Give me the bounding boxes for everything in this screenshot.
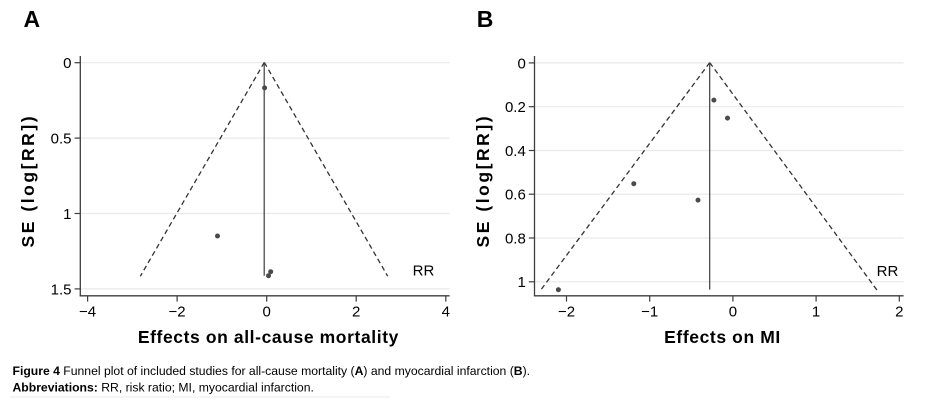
svg-text:A: A (24, 6, 41, 32)
svg-text:2: 2 (352, 304, 360, 321)
svg-text:RR: RR (877, 263, 899, 280)
svg-text:1: 1 (63, 206, 71, 223)
svg-text:−2: −2 (169, 304, 186, 321)
svg-text:−1: −1 (641, 304, 658, 321)
svg-text:0.2: 0.2 (505, 99, 526, 116)
svg-text:−2: −2 (558, 304, 575, 321)
svg-text:4: 4 (442, 304, 450, 321)
svg-text:Effects on all-cause mortality: Effects on all-cause mortality (138, 327, 399, 347)
svg-text:1: 1 (812, 304, 820, 321)
svg-text:0.4: 0.4 (505, 143, 526, 160)
svg-text:SE (log[RR]): SE (log[RR]) (473, 114, 493, 248)
svg-text:SE (log[RR]): SE (log[RR]) (18, 114, 38, 248)
svg-text:Abbreviations: RR, risk ratio;: Abbreviations: RR, risk ratio; MI, myoca… (13, 381, 314, 395)
svg-text:1: 1 (517, 274, 525, 291)
svg-text:0.8: 0.8 (505, 230, 526, 247)
svg-text:0.5: 0.5 (51, 131, 72, 148)
svg-text:Figure 4 Funnel plot of includ: Figure 4 Funnel plot of included studies… (13, 364, 531, 378)
svg-text:0: 0 (263, 304, 271, 321)
svg-text:0: 0 (729, 304, 737, 321)
svg-text:1.5: 1.5 (51, 281, 72, 298)
svg-text:2: 2 (895, 304, 903, 321)
svg-text:0: 0 (63, 55, 71, 72)
svg-text:RR: RR (413, 263, 435, 280)
svg-text:−4: −4 (79, 304, 96, 321)
svg-text:B: B (477, 6, 494, 32)
svg-text:0: 0 (517, 55, 525, 72)
svg-text:Effects on MI: Effects on MI (664, 327, 781, 347)
svg-text:0.6: 0.6 (505, 187, 526, 204)
